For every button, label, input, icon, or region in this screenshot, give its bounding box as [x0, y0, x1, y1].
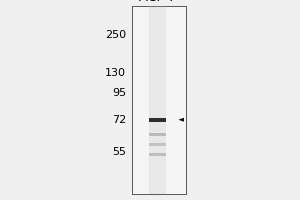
Text: 72: 72 [112, 115, 126, 125]
Text: 95: 95 [112, 88, 126, 98]
Text: 250: 250 [105, 30, 126, 40]
Text: 130: 130 [105, 68, 126, 78]
Text: MCF-7: MCF-7 [138, 0, 177, 4]
Text: 55: 55 [112, 147, 126, 157]
